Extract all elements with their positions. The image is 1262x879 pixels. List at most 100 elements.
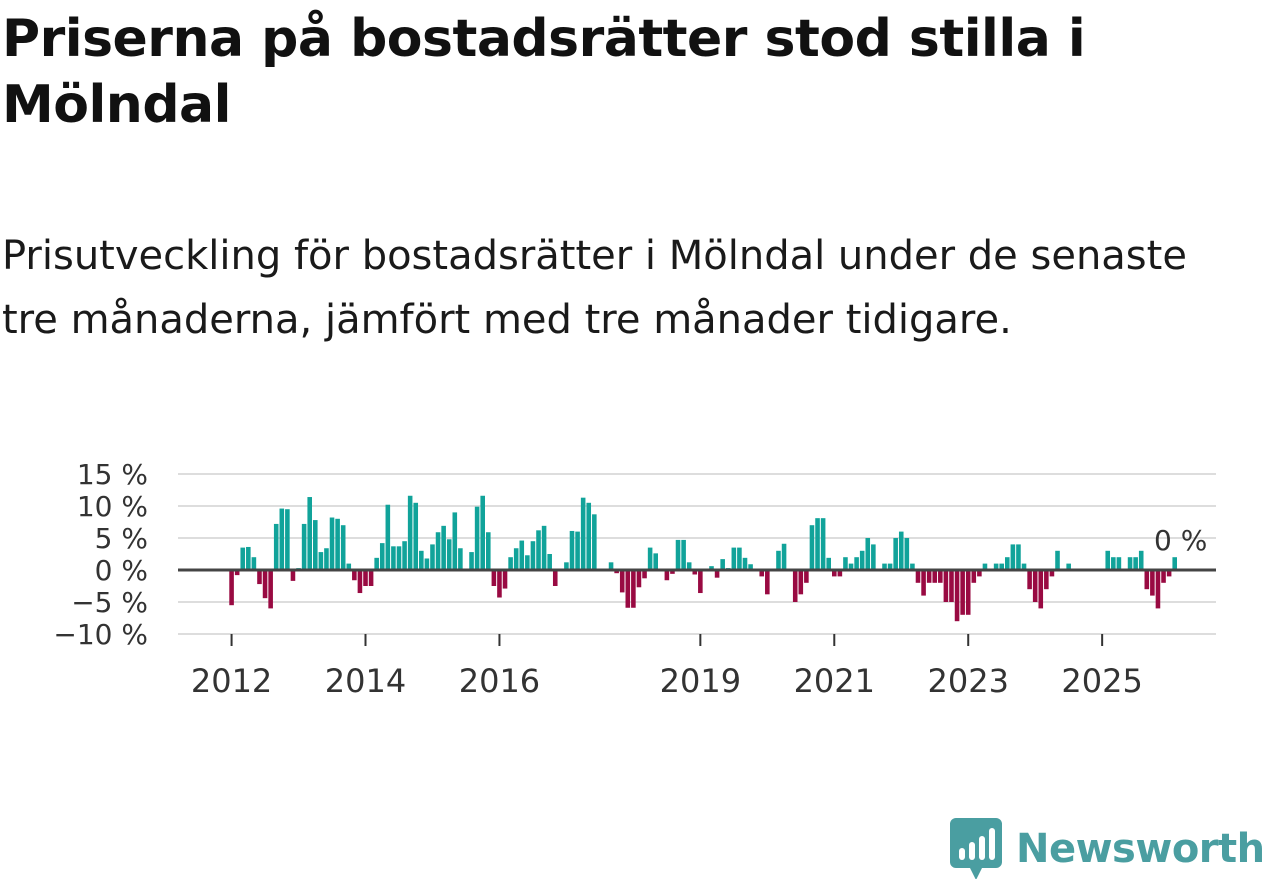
bar bbox=[580, 497, 586, 570]
bar bbox=[765, 570, 770, 595]
y-tick-label: 10 % bbox=[77, 490, 148, 523]
bar bbox=[832, 570, 837, 577]
bar bbox=[686, 562, 692, 570]
bar bbox=[279, 508, 285, 570]
bar bbox=[954, 570, 960, 622]
newsworthy-logo-icon bbox=[950, 818, 1002, 879]
bar bbox=[1049, 570, 1055, 577]
bar bbox=[859, 550, 865, 570]
bar bbox=[508, 557, 513, 570]
bar bbox=[552, 570, 558, 586]
bar bbox=[441, 525, 446, 570]
bar bbox=[340, 525, 346, 570]
bar bbox=[1133, 557, 1138, 570]
bar bbox=[391, 546, 396, 570]
bar bbox=[999, 563, 1004, 570]
bar bbox=[301, 523, 307, 570]
bar bbox=[368, 570, 374, 586]
bar bbox=[910, 563, 915, 570]
bar bbox=[670, 570, 675, 574]
bar bbox=[324, 548, 329, 570]
page-title: Priserna på bostadsrätter stod stilla i … bbox=[2, 9, 1086, 135]
bar bbox=[257, 570, 262, 585]
bar bbox=[407, 495, 413, 570]
bar bbox=[642, 570, 647, 579]
bar bbox=[1027, 570, 1032, 590]
bar bbox=[865, 538, 871, 570]
bar bbox=[452, 512, 458, 570]
bar bbox=[1127, 557, 1133, 570]
x-tick-label: 2019 bbox=[660, 662, 741, 700]
bar bbox=[742, 557, 748, 570]
bar bbox=[737, 547, 742, 570]
bar bbox=[246, 546, 251, 570]
bar bbox=[792, 570, 798, 602]
bar bbox=[904, 538, 910, 570]
bar bbox=[486, 532, 491, 570]
bar bbox=[1144, 570, 1150, 590]
bar bbox=[921, 570, 926, 596]
bar bbox=[647, 547, 653, 570]
bar bbox=[1066, 563, 1071, 570]
bar bbox=[804, 570, 809, 583]
bar bbox=[882, 563, 887, 570]
bar bbox=[932, 570, 938, 583]
bar bbox=[938, 570, 943, 583]
bar bbox=[541, 525, 547, 570]
bar bbox=[1161, 570, 1166, 583]
bar bbox=[1166, 570, 1172, 577]
bar bbox=[1038, 570, 1044, 609]
bar bbox=[1021, 563, 1027, 570]
bar bbox=[547, 554, 552, 570]
bar bbox=[982, 563, 988, 570]
bar bbox=[848, 563, 854, 570]
bar bbox=[357, 570, 363, 594]
bar bbox=[374, 557, 379, 570]
price-change-bar-chart: 15 %10 %5 %0 %−5 %−10 % 2012 2014 2016 2019… bbox=[53, 458, 1216, 700]
bar bbox=[363, 570, 368, 586]
x-tick-label: 2012 bbox=[191, 662, 272, 700]
bar bbox=[843, 557, 848, 570]
bar bbox=[240, 547, 246, 570]
bar bbox=[1155, 570, 1161, 609]
y-tick-label: −5 % bbox=[71, 586, 148, 619]
bar bbox=[313, 520, 318, 570]
bar bbox=[781, 543, 787, 570]
bar bbox=[234, 570, 240, 576]
bar bbox=[625, 570, 631, 608]
bar bbox=[809, 525, 815, 570]
bar bbox=[396, 546, 402, 570]
bar bbox=[826, 557, 831, 570]
bar bbox=[1044, 570, 1049, 590]
bar bbox=[720, 559, 725, 570]
bar bbox=[820, 518, 826, 570]
bar bbox=[798, 570, 804, 595]
bar bbox=[251, 557, 257, 570]
bar bbox=[480, 495, 485, 570]
bar bbox=[458, 548, 463, 570]
page-subtitle: Prisutveckling för bostadsrätter i Mölnd… bbox=[2, 233, 1187, 343]
y-tick-label: 0 % bbox=[95, 554, 148, 587]
bar bbox=[525, 555, 530, 570]
bar bbox=[714, 570, 720, 578]
bar bbox=[318, 552, 324, 570]
y-tick-label: 15 % bbox=[77, 458, 148, 491]
bar bbox=[636, 570, 642, 588]
bar bbox=[285, 509, 290, 570]
bar bbox=[229, 570, 234, 606]
bar bbox=[949, 570, 954, 602]
bar bbox=[307, 497, 312, 570]
bar bbox=[435, 532, 441, 570]
bar bbox=[385, 504, 391, 570]
bar bbox=[854, 557, 859, 570]
bar bbox=[329, 517, 335, 570]
x-tick-label: 2023 bbox=[928, 662, 1009, 700]
bar bbox=[262, 570, 268, 599]
bar bbox=[887, 563, 893, 570]
bar bbox=[1172, 557, 1177, 570]
bar bbox=[837, 570, 843, 577]
bar bbox=[971, 570, 977, 583]
bar bbox=[1105, 550, 1111, 570]
bar bbox=[346, 563, 352, 570]
bar bbox=[497, 570, 502, 598]
